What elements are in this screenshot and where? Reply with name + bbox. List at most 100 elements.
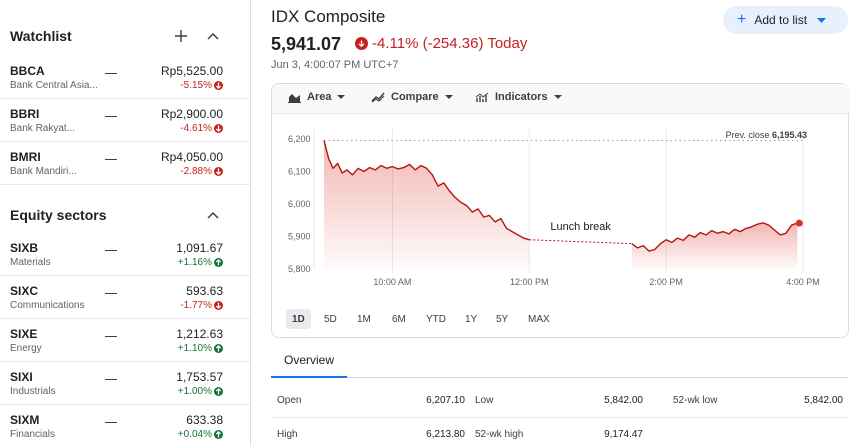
stat-label: 52-wk low [673,395,718,406]
ticker-change: -1.77% [180,300,212,311]
ticker-change: +1.10% [177,343,212,354]
add-watchlist-button[interactable] [167,22,195,50]
list-item[interactable]: SIXC Communications 593.63 -1.77% [0,276,250,319]
list-item[interactable]: SIXE Energy 1,212.63 +1.10% [0,319,250,362]
sectors-title: Equity sectors [10,207,107,223]
stat-value: 5,842.00 [804,395,843,406]
ticker-name: Bank Mandiri... [10,166,77,177]
range-max[interactable]: MAX [528,313,550,325]
stat-label: 52-wk high [475,429,524,440]
chart-type-button[interactable]: Area [288,91,351,103]
y-tick-label: 6,000 [288,199,311,209]
collapse-sectors-button[interactable] [199,201,227,229]
arrow-up-icon [214,258,223,267]
indicators-label: Indicators [495,91,548,103]
arrow-up-icon [214,344,223,353]
ticker-symbol: SIXB [10,241,39,255]
compare-button[interactable]: Compare [371,91,459,103]
price-change-text: -4.11% (-254.36) Today [372,35,528,52]
series-area [631,222,798,269]
add-to-list-button[interactable]: + Add to list [723,6,848,34]
ticker-name: Industrials [10,386,56,397]
stat-label: Low [475,395,494,406]
stat-high: High 6,213.80 [271,420,471,446]
stat-value: 6,213.80 [426,429,465,440]
sparkline [105,73,117,74]
watchlist-header: Watchlist [0,16,250,56]
tabs: Overview [271,343,849,378]
arrow-down-icon [214,167,223,176]
ticker-name: Bank Rakyat... [10,123,76,134]
indicators-icon [475,92,489,102]
timestamp: Jun 3, 4:00:07 PM UTC+7 [271,59,399,71]
list-item[interactable]: BMRI Bank Mandiri... Rp4,050.00 -2.88% [0,142,250,185]
collapse-watchlist-button[interactable] [199,22,227,50]
stat-52-wk-low: 52-wk low 5,842.00 [667,386,849,416]
ticker-change: -2.88% [180,166,212,177]
x-tick-label: 2:00 PM [649,277,683,287]
ticker-change: -5.15% [180,80,212,91]
list-item[interactable]: SIXI Industrials 1,753.57 +1.00% [0,362,250,405]
area-chart-icon [288,93,301,103]
price-change: -4.11% (-254.36) Today [355,35,527,52]
ticker-change: -4.61% [180,123,212,134]
plus-icon: + [737,11,747,28]
stat-label: Open [277,395,302,406]
range-ytd[interactable]: YTD [426,313,446,325]
stat-value: 5,842.00 [604,395,643,406]
page-title: IDX Composite [271,7,386,26]
current-price: 5,941.07 [271,34,342,54]
chart-card: Area Compare Indicators 6,200 6,100 6,000 5… [271,83,850,338]
list-item[interactable]: SIXB Materials 1,091.67 +1.16% [0,233,250,276]
ticker-change: +1.16% [177,257,212,268]
lunch-break-label: Lunch break [550,221,611,233]
price-chart[interactable]: 6,200 6,100 6,000 5,900 5,800 10:00 AM 12:00 P… [272,115,850,305]
sparkline [105,116,117,117]
watchlist-title: Watchlist [10,28,72,44]
ticker-symbol: BBRI [10,107,40,121]
tab-overview[interactable]: Overview [271,343,347,378]
series-line [323,140,530,241]
compare-label: Compare [391,91,439,103]
range-1m[interactable]: 1M [357,313,371,325]
chart-toolbar: Area Compare Indicators [272,84,850,114]
ticker-value: Rp2,900.00 [160,107,223,121]
ticker-value: Rp5,525.00 [160,64,223,78]
stat-value: 9,174.47 [604,429,643,440]
list-item[interactable]: SIXM Financials 633.38 +0.04% [0,405,250,446]
y-tick-label: 6,100 [288,167,311,177]
ticker-value: 1,753.57 [176,370,223,384]
list-item[interactable]: BBCA Bank Central Asia... Rp5,525.00 -5.15% [0,56,250,99]
range-1d[interactable]: 1D [286,309,311,329]
prev-close-label: Prev. close 6,195.43 [726,130,807,140]
caret-down-icon [337,95,346,99]
divider [271,417,849,418]
chevron-up-icon [207,211,219,219]
arrow-down-icon [214,124,223,133]
arrow-down-icon [214,81,223,90]
ticker-name: Bank Central Asia... [10,80,98,91]
ticker-value: 593.63 [186,284,223,298]
sectors-header: Equity sectors [0,195,250,235]
range-6m[interactable]: 6M [392,313,406,325]
series-line [631,222,798,252]
ticker-value: 633.38 [186,413,223,427]
y-tick-label: 5,900 [288,232,311,242]
sidebar: Watchlist BBCA Bank Central Asia... Rp5,52… [0,0,251,446]
series-area [324,140,530,269]
sparkline [105,422,117,423]
range-selector: 1D 5D 1M 6M YTD 1Y 5Y MAX [272,307,850,331]
lunch-break-line [529,239,632,245]
stat-label: High [277,429,298,440]
list-item[interactable]: BBRI Bank Rakyat... Rp2,900.00 -4.61% [0,99,250,142]
range-5y[interactable]: 5Y [496,313,509,325]
indicators-button[interactable]: Indicators [475,91,568,103]
range-1y[interactable]: 1Y [465,313,478,325]
arrow-down-icon [355,37,368,50]
range-5d[interactable]: 5D [324,313,337,325]
compare-icon [371,92,385,102]
ticker-name: Communications [10,300,85,311]
caret-down-icon [817,17,827,23]
sparkline [105,336,117,337]
